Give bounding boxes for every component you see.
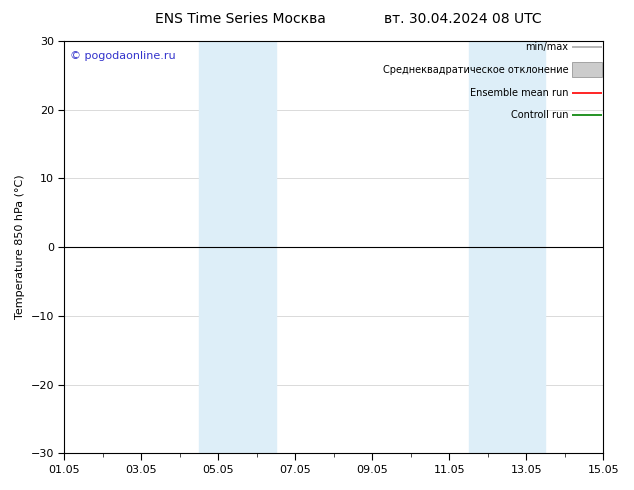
- Bar: [199, 41, 276, 453]
- Text: min/max: min/max: [525, 42, 568, 52]
- Y-axis label: Temperature 850 hPa (°C): Temperature 850 hPa (°C): [15, 175, 25, 319]
- Text: © pogodaonline.ru: © pogodaonline.ru: [70, 51, 176, 61]
- Text: вт. 30.04.2024 08 UTC: вт. 30.04.2024 08 UTC: [384, 12, 541, 26]
- Text: ENS Time Series Москва: ENS Time Series Москва: [155, 12, 327, 26]
- Text: Controll run: Controll run: [510, 110, 568, 120]
- Bar: [469, 41, 545, 453]
- Text: Среднеквадратическое отклонение: Среднеквадратическое отклонение: [382, 65, 568, 75]
- Text: Ensemble mean run: Ensemble mean run: [470, 88, 568, 98]
- Bar: [573, 63, 602, 77]
